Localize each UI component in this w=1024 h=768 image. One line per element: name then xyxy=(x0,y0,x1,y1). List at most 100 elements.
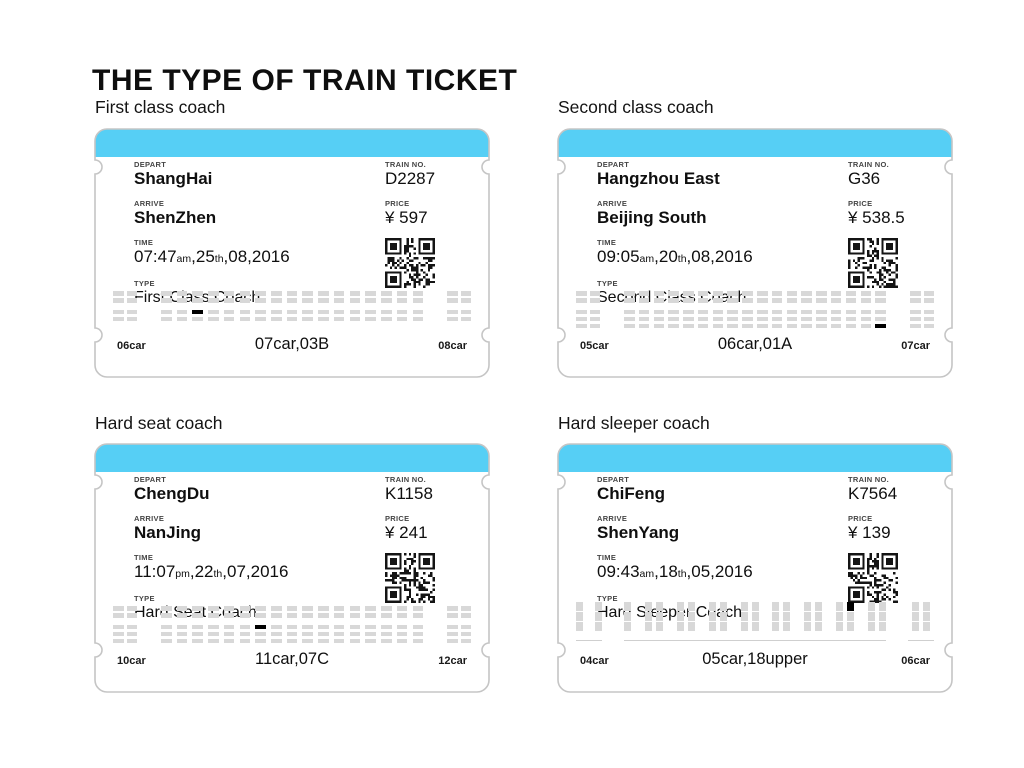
seat xyxy=(271,606,282,611)
time-label: TIME xyxy=(134,238,154,247)
berth xyxy=(644,622,652,631)
seat xyxy=(333,298,345,303)
seat xyxy=(742,291,753,296)
car-left-label: 04car xyxy=(580,655,609,667)
seat xyxy=(381,298,392,303)
berth xyxy=(879,622,886,631)
seat xyxy=(208,298,219,303)
seat xyxy=(576,298,587,303)
ticket-hard-seat: DEPART ChengDu ARRIVE NanJing TIME 11:07pm,22… xyxy=(94,443,490,693)
coach-type: Hard Sleeper Coach xyxy=(597,604,742,621)
berth xyxy=(740,612,748,621)
berth xyxy=(912,622,919,631)
seat xyxy=(208,606,219,611)
seat xyxy=(192,624,203,629)
seat xyxy=(302,309,313,314)
seat xyxy=(286,316,298,321)
seat xyxy=(223,298,235,303)
seat xyxy=(845,323,857,328)
seat-block-side xyxy=(576,291,600,331)
seat xyxy=(365,316,376,321)
seat xyxy=(757,323,768,328)
seat xyxy=(668,291,679,296)
seat xyxy=(396,298,408,303)
berth-column xyxy=(655,602,663,631)
berth-column xyxy=(740,602,748,631)
seat xyxy=(239,606,251,611)
seat xyxy=(727,323,738,328)
seat xyxy=(302,606,313,611)
seat-position-label: 11car,07C xyxy=(255,650,329,668)
train-no-label: TRAIN NO. xyxy=(848,160,890,169)
seat xyxy=(286,631,298,636)
seat xyxy=(333,631,345,636)
seat xyxy=(365,606,376,611)
seat xyxy=(176,316,188,321)
seat xyxy=(860,298,871,303)
berth xyxy=(868,602,875,611)
seat xyxy=(742,323,753,328)
seat xyxy=(318,606,329,611)
seat xyxy=(412,298,423,303)
seat xyxy=(624,309,635,314)
seat xyxy=(349,613,361,618)
berth xyxy=(708,612,716,621)
seat xyxy=(126,613,137,618)
berth xyxy=(687,602,695,611)
seat xyxy=(845,291,857,296)
seat xyxy=(161,624,172,629)
time-value: 09:43am,18th,05,2016 xyxy=(597,562,753,584)
seat xyxy=(447,298,458,303)
seat xyxy=(830,323,842,328)
berth xyxy=(719,602,727,611)
seat xyxy=(365,298,376,303)
berth xyxy=(676,602,684,611)
car-left-label: 06car xyxy=(117,340,146,352)
seat xyxy=(460,309,471,314)
seat xyxy=(412,613,423,618)
seat xyxy=(318,613,329,618)
berth xyxy=(815,612,823,621)
seat xyxy=(742,316,753,321)
car-left-label: 10car xyxy=(117,655,146,667)
seat xyxy=(381,631,392,636)
arrive-station: NanJing xyxy=(134,523,202,542)
seat-block-main xyxy=(161,291,423,324)
seat xyxy=(208,638,219,643)
seat xyxy=(271,291,282,296)
price-value: ¥ 241 xyxy=(385,523,428,542)
seat xyxy=(412,316,423,321)
berth-column xyxy=(772,602,780,631)
seat xyxy=(223,624,235,629)
depart-station: ChengDu xyxy=(134,484,210,503)
seat xyxy=(576,309,587,314)
seat xyxy=(223,291,235,296)
seat xyxy=(638,323,650,328)
seat xyxy=(801,323,812,328)
seat xyxy=(786,298,798,303)
seat xyxy=(923,309,934,314)
depart-label: DEPART xyxy=(597,160,630,169)
seat xyxy=(830,309,842,314)
seat xyxy=(786,291,798,296)
seat xyxy=(126,606,137,611)
berth xyxy=(624,612,631,621)
seat xyxy=(349,316,361,321)
berth-column xyxy=(751,602,759,631)
seat xyxy=(668,309,679,314)
berth-column xyxy=(879,602,886,631)
berth-compartment xyxy=(740,602,759,631)
berth-compartment xyxy=(772,602,791,631)
time-small-part: am xyxy=(639,253,655,265)
berth-column xyxy=(923,602,930,631)
seat xyxy=(396,638,408,643)
seat xyxy=(113,638,124,643)
seat xyxy=(460,624,471,629)
seat xyxy=(381,291,392,296)
berth xyxy=(815,602,823,611)
seat xyxy=(447,638,458,643)
seat xyxy=(460,316,471,321)
ticket-fields-right: TRAIN NO. D2287 PRICE ¥ 597 xyxy=(385,160,435,288)
seat xyxy=(302,631,313,636)
seat xyxy=(113,606,124,611)
